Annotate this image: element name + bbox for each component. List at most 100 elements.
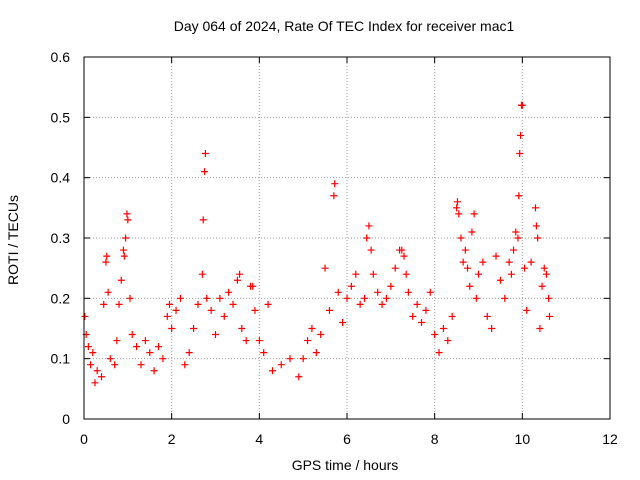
data-point	[518, 101, 526, 109]
data-point	[98, 373, 106, 381]
data-point	[515, 192, 523, 200]
data-point	[363, 234, 371, 242]
data-point	[194, 300, 202, 308]
data-point	[117, 276, 125, 284]
data-point	[492, 252, 500, 260]
data-point	[374, 288, 382, 296]
data-point	[137, 361, 145, 369]
data-point	[104, 288, 112, 296]
data-point	[251, 306, 259, 314]
data-point	[512, 228, 520, 236]
data-point	[418, 318, 426, 326]
data-point	[459, 258, 467, 266]
x-tick-label: 12	[602, 431, 618, 447]
data-point	[542, 270, 550, 278]
data-point	[122, 234, 130, 242]
data-point	[216, 294, 224, 302]
data-point	[84, 343, 92, 351]
data-point	[176, 294, 184, 302]
data-point	[475, 270, 482, 278]
data-point	[120, 252, 128, 260]
y-tick-label: 0.4	[51, 170, 71, 186]
data-point	[448, 312, 456, 320]
data-point	[87, 361, 95, 369]
data-point	[488, 325, 496, 332]
data-point	[308, 325, 316, 332]
data-point	[439, 325, 447, 332]
data-point	[198, 270, 206, 278]
data-point	[523, 306, 531, 314]
x-tick-label: 0	[80, 431, 88, 447]
x-tick-label: 6	[343, 431, 351, 447]
data-point	[201, 150, 209, 158]
data-point	[199, 216, 207, 224]
data-point	[400, 252, 408, 260]
data-point	[150, 367, 158, 375]
data-point	[325, 306, 333, 314]
data-point	[255, 337, 263, 345]
data-point	[172, 306, 180, 314]
tick-labels: 0 2 4 6 8 10 12 0 0.1 0.2 0.3 0.4 0.5 0.6	[51, 49, 618, 447]
data-point	[304, 337, 312, 345]
data-point	[426, 288, 434, 296]
data-point	[128, 331, 136, 339]
data-point	[470, 210, 478, 218]
y-tick-label: 0.1	[51, 351, 71, 367]
data-point	[517, 131, 525, 139]
data-point	[339, 318, 347, 326]
axis-ticks	[83, 56, 611, 420]
x-tick-label: 2	[168, 431, 176, 447]
data-point	[141, 337, 149, 345]
data-point	[111, 361, 119, 369]
data-point	[387, 282, 395, 290]
data-point	[220, 312, 228, 320]
x-tick-label: 8	[431, 431, 439, 447]
data-point	[124, 216, 132, 224]
data-point	[343, 294, 351, 302]
data-point	[133, 343, 141, 351]
data-point	[207, 306, 215, 314]
data-point	[431, 331, 439, 339]
data-point	[457, 234, 465, 242]
data-point	[505, 258, 513, 266]
y-axis-label: ROTI / TECUs	[5, 195, 21, 285]
data-point	[330, 192, 338, 200]
data-point	[536, 325, 544, 332]
data-point	[312, 349, 320, 357]
data-point	[331, 180, 339, 188]
data-point	[365, 222, 373, 230]
data-point	[123, 210, 131, 218]
data-point	[190, 325, 198, 332]
x-tick-label: 4	[255, 431, 263, 447]
data-point	[229, 300, 237, 308]
data-point	[453, 198, 461, 206]
data-point	[527, 258, 535, 266]
data-point	[444, 337, 452, 345]
data-point	[242, 337, 250, 345]
data-point	[532, 222, 540, 230]
data-point	[89, 349, 97, 357]
y-tick-label: 0.2	[51, 290, 71, 306]
data-point	[538, 282, 546, 290]
data-point	[483, 312, 491, 320]
data-point	[404, 288, 412, 296]
y-tick-label: 0.3	[51, 230, 71, 246]
data-point	[93, 367, 101, 375]
data-point	[81, 312, 89, 320]
data-point	[391, 264, 399, 272]
data-point	[398, 246, 406, 254]
data-point	[453, 204, 461, 212]
data-point	[479, 258, 487, 266]
data-point	[321, 264, 329, 272]
grid-lines	[84, 57, 610, 419]
data-point	[455, 210, 463, 218]
data-point	[233, 276, 241, 284]
chart-title: Day 064 of 2024, Rate Of TEC Index for r…	[174, 18, 515, 34]
data-point	[409, 312, 417, 320]
data-point	[212, 331, 219, 339]
data-point	[466, 282, 474, 290]
data-point	[545, 294, 553, 302]
data-point	[103, 252, 111, 260]
